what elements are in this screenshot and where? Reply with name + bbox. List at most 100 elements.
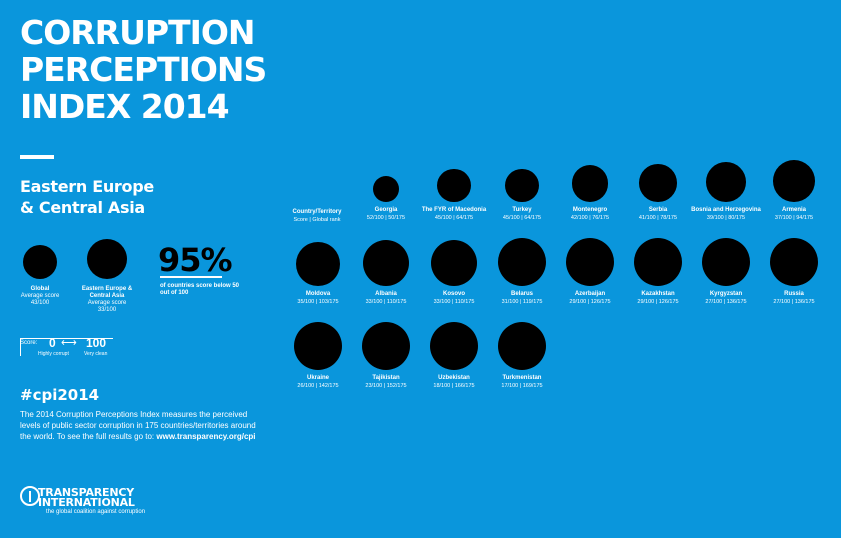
country-label: Turkmenistan 17/100 | 169/175	[484, 374, 560, 390]
title-line-3: INDEX 2014	[20, 87, 230, 126]
country-score-rank: 37/100 | 94/175	[774, 215, 814, 221]
country-label: Belarus 31/100 | 119/175	[484, 290, 560, 306]
country-label: Ukraine 26/100 | 142/175	[280, 374, 356, 390]
country-dot	[294, 322, 342, 370]
country-score-rank: 17/100 | 169/175	[501, 383, 543, 389]
scale-high-caption: Very clean	[84, 351, 108, 357]
regional-score-label: Average score	[87, 300, 127, 306]
country-name: Turkmenistan	[502, 375, 542, 381]
title-divider	[20, 155, 54, 159]
column-header: Country/Territory Score | Global rank	[282, 208, 352, 224]
country-dot	[430, 239, 478, 286]
page-title: CORRUPTION PERCEPTIONS INDEX 2014	[20, 13, 267, 126]
country-score-rank: 31/100 | 119/175	[501, 299, 543, 305]
country-dot	[770, 238, 818, 286]
country-dot	[430, 322, 478, 370]
country-name: Kazakhstan	[641, 291, 675, 297]
country-dot	[373, 176, 399, 202]
scale-frame	[20, 338, 113, 356]
percent-caption: of countries score below 50 out of 100	[160, 283, 240, 296]
country-dot	[639, 164, 677, 202]
country-score-rank: 27/100 | 136/175	[773, 299, 815, 305]
country-score-rank: 29/100 | 126/175	[569, 299, 611, 305]
country-name: Russia	[784, 291, 804, 297]
percent-underline	[160, 276, 222, 278]
hashtag: #cpi2014	[20, 386, 100, 404]
country-label: Moldova 35/100 | 103/175	[280, 290, 356, 306]
country-dot	[498, 238, 546, 286]
global-score: 43/100	[30, 300, 50, 306]
country-score-rank: 45/100 | 64/175	[434, 215, 474, 221]
country-dot	[362, 239, 410, 286]
country-score-rank: 29/100 | 126/175	[637, 299, 679, 305]
country-name: Belarus	[510, 291, 533, 297]
country-score-rank: 27/100 | 136/175	[705, 299, 747, 305]
results-link[interactable]: www.transparency.org/cpi	[156, 432, 256, 441]
country-name: Georgia	[374, 207, 398, 213]
country-name: Tajikistan	[372, 375, 400, 381]
country-label: Montenegro 42/100 | 76/175	[552, 206, 628, 222]
region-line-2: & Central Asia	[20, 198, 145, 217]
country-label: Bosnia and Herzegovina 39/100 | 80/175	[688, 206, 764, 222]
country-name: Moldova	[305, 291, 331, 297]
country-label: Serbia 41/100 | 78/175	[620, 206, 696, 222]
country-name: Serbia	[648, 207, 668, 213]
country-name: Armenia	[781, 207, 806, 213]
country-name: Bosnia and Herzegovina	[691, 207, 761, 213]
title-line-1: CORRUPTION	[20, 13, 256, 52]
country-name: The FYR of Macedonia	[421, 207, 487, 213]
country-label: Russia 27/100 | 136/175	[756, 290, 832, 306]
country-name: Montenegro	[572, 207, 608, 213]
country-label: Armenia 37/100 | 94/175	[756, 206, 832, 222]
country-score-rank: 35/100 | 103/175	[297, 299, 339, 305]
country-name: Kyrgyzstan	[709, 291, 743, 297]
country-label: Albania 33/100 | 110/175	[348, 290, 424, 306]
logo-tagline: the global coalition against corruption	[46, 509, 146, 515]
country-dot	[498, 322, 546, 370]
country-label: Tajikistan 23/100 | 152/175	[348, 374, 424, 390]
country-label: The FYR of Macedonia 45/100 | 64/175	[416, 206, 492, 222]
country-label: Kazakhstan 29/100 | 126/175	[620, 290, 696, 306]
global-name: Global	[30, 286, 50, 292]
logo-line-2: INTERNATIONAL	[38, 496, 135, 509]
country-dot	[566, 238, 614, 286]
scale-low-caption: Highly corrupt	[38, 351, 69, 357]
country-dot	[437, 168, 471, 202]
country-dot	[362, 322, 410, 370]
scale-high-value: 100	[86, 336, 107, 350]
country-score-rank: 18/100 | 166/175	[433, 383, 475, 389]
country-dot	[296, 242, 340, 286]
column-header-title: Country/Territory	[292, 209, 342, 215]
country-label: Kosovo 33/100 | 110/175	[416, 290, 492, 306]
scale-arrow-icon: ⟷	[61, 337, 77, 349]
regional-name: Eastern Europe & Central Asia	[81, 286, 133, 299]
country-score-rank: 26/100 | 142/175	[297, 383, 339, 389]
country-name: Turkey	[512, 207, 532, 213]
regional-average-label: Eastern Europe & Central Asia Average sc…	[78, 286, 136, 314]
country-name: Albania	[375, 291, 397, 297]
regional-score: 33/100	[97, 307, 117, 313]
logo-line-1: TRANSPARENCY	[38, 486, 135, 499]
country-dot	[634, 238, 682, 286]
percent-value: 95%	[158, 241, 233, 279]
country-dot	[505, 168, 539, 202]
title-line-2: PERCEPTIONS	[20, 50, 267, 89]
country-dot	[773, 160, 815, 202]
country-score-rank: 42/100 | 76/175	[570, 215, 610, 221]
country-label: Turkey 45/100 | 64/175	[484, 206, 560, 222]
global-average-dot	[23, 245, 57, 279]
country-label: Kyrgyzstan 27/100 | 136/175	[688, 290, 764, 306]
country-score-rank: 41/100 | 78/175	[638, 215, 678, 221]
column-header-subtitle: Score | Global rank	[293, 217, 341, 223]
country-score-rank: 45/100 | 64/175	[502, 215, 542, 221]
country-dot	[702, 238, 750, 286]
country-label: Georgia 52/100 | 50/175	[348, 206, 424, 222]
country-score-rank: 23/100 | 152/175	[365, 383, 407, 389]
country-name: Azerbaijan	[574, 291, 606, 297]
country-score-rank: 52/100 | 50/175	[366, 215, 406, 221]
scale-low-value: 0	[49, 336, 56, 350]
country-dot	[571, 165, 609, 202]
country-label: Azerbaijan 29/100 | 126/175	[552, 290, 628, 306]
description-text: The 2014 Corruption Perceptions Index me…	[20, 410, 256, 441]
global-average-label: Global Average score 43/100	[15, 286, 65, 307]
